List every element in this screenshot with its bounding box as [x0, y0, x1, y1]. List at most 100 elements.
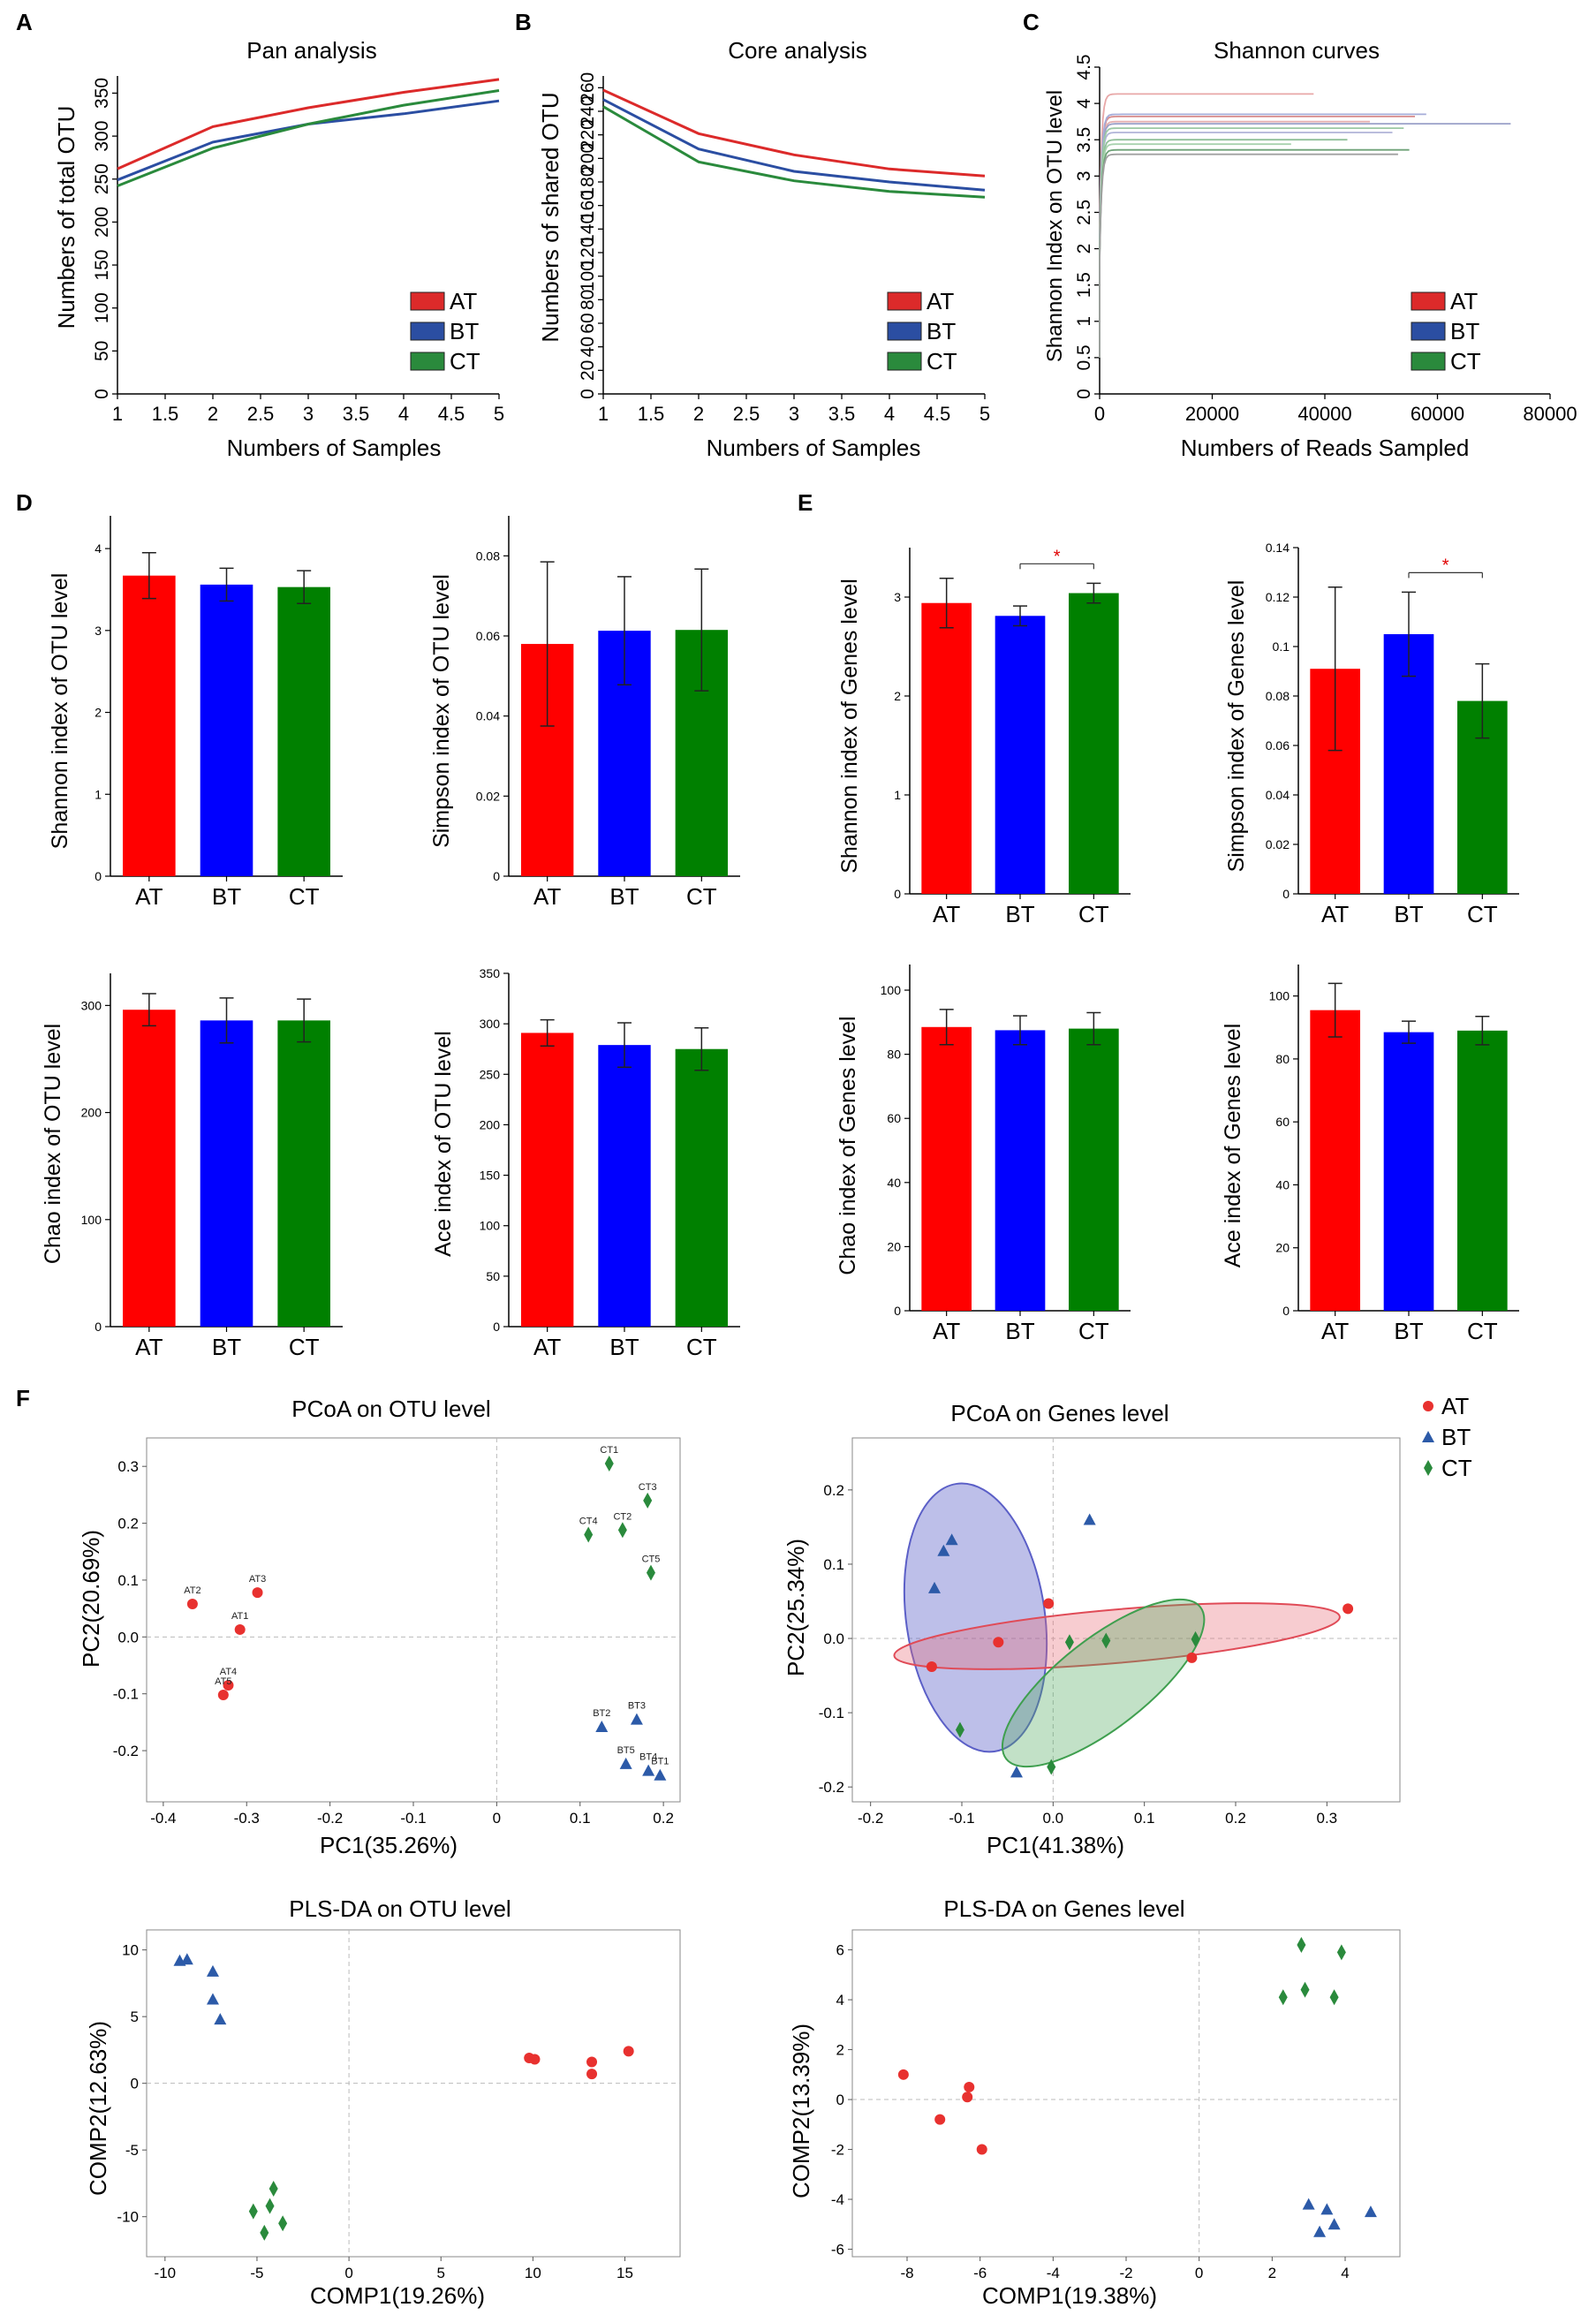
y-axis-label: Shannon index of Genes level	[837, 579, 862, 874]
legend-label: AT	[450, 288, 477, 314]
x-tick-label: 10	[525, 2265, 541, 2281]
x-axis-label: Numbers of Samples	[707, 435, 921, 461]
legend-label: BT	[927, 318, 956, 344]
point-ct	[269, 2180, 278, 2197]
bar-bt	[200, 584, 253, 876]
point-at	[186, 1598, 198, 1609]
point-ct	[1047, 1759, 1056, 1775]
bar-bt	[1383, 634, 1434, 894]
x-tick-label: 3.5	[343, 403, 370, 425]
y-tick-label: 0.5	[1074, 344, 1094, 370]
x-tick-label: AT	[1321, 1318, 1349, 1344]
confidence-ellipse-at	[893, 1602, 1341, 1670]
point-ct	[1424, 1460, 1433, 1476]
y-tick-label: 80	[887, 1048, 901, 1062]
legend-label: CT	[1450, 348, 1481, 374]
x-tick-label: 0.0	[1043, 1810, 1064, 1827]
rarefaction-curve-bt2	[1099, 113, 1426, 358]
point-at	[926, 1661, 937, 1672]
point-ct	[260, 2224, 269, 2241]
x-tick-label: -0.2	[858, 1810, 883, 1827]
x-tick-label: 15	[616, 2265, 633, 2281]
x-tick-label: BT	[1005, 1318, 1034, 1344]
chart-shannon-otu: Shannon index of OTU level 0 1 2 3 4 AT BT CT	[48, 516, 343, 910]
point-bt	[214, 2013, 227, 2025]
y-axis-label: Numbers of total OTU	[53, 106, 79, 329]
point-ct	[955, 1721, 964, 1738]
x-tick-label: 1.5	[152, 403, 179, 425]
y-tick-label: 0.2	[117, 1516, 139, 1532]
y-axis-label: Simpson index of OTU level	[429, 574, 454, 848]
y-tick-label: 6	[836, 1942, 844, 1959]
series-line-at	[117, 78, 500, 170]
x-tick-label: AT	[1321, 901, 1349, 927]
point-at	[1186, 1652, 1198, 1663]
x-axis-label: COMP1(19.38%)	[982, 2282, 1157, 2309]
point-bt	[1327, 2218, 1341, 2230]
x-tick-label: -5	[250, 2265, 263, 2281]
x-tick-label: CT	[686, 883, 717, 910]
chart-title: PLS-DA on OTU level	[289, 1895, 511, 1922]
rarefaction-curve-ct1	[1099, 127, 1404, 358]
y-tick-label: 0.06	[476, 629, 500, 643]
y-tick-label: 300	[81, 998, 102, 1012]
x-tick-label: AT	[135, 883, 163, 910]
y-tick-label: 180	[578, 166, 598, 197]
y-tick-label: 100	[881, 983, 902, 997]
y-axis-label: Numbers of shared OTU	[537, 92, 564, 342]
y-tick-label: 50	[92, 341, 112, 361]
y-tick-label: 240	[578, 95, 598, 126]
x-tick-label: 5	[437, 2265, 445, 2281]
y-tick-label: 1	[1074, 316, 1094, 327]
point-label: CT4	[579, 1516, 598, 1526]
significance-star: *	[1054, 547, 1061, 566]
point-ct	[1300, 1981, 1310, 1998]
point-ct	[1191, 1630, 1200, 1647]
y-tick-label: 0	[493, 869, 500, 883]
x-tick-label: 2.5	[247, 403, 275, 425]
y-axis-label: PC2(25.34%)	[783, 1539, 809, 1676]
point-bt	[1320, 2203, 1334, 2215]
y-tick-label: 0.12	[1266, 590, 1290, 604]
y-tick-label: 150	[92, 250, 112, 281]
x-tick-label: 2	[693, 403, 704, 425]
x-tick-label: BT	[212, 1334, 241, 1360]
bar-ct	[277, 1020, 330, 1327]
y-tick-label: 150	[480, 1169, 501, 1183]
y-tick-label: 3.5	[1074, 127, 1094, 153]
bar-ct	[1069, 593, 1119, 894]
bar-ct	[1457, 1030, 1508, 1311]
y-tick-label: 0.04	[1266, 788, 1290, 802]
point-at	[234, 1623, 246, 1635]
y-tick-label: 20	[1275, 1241, 1290, 1255]
x-tick-label: AT	[135, 1334, 163, 1360]
y-tick-label: -0.2	[819, 1779, 844, 1796]
x-tick-label: -0.1	[949, 1810, 974, 1827]
y-axis-label: Ace index of OTU level	[431, 1031, 456, 1257]
point-label: BT1	[651, 1757, 669, 1767]
x-tick-label: 40000	[1297, 403, 1351, 425]
y-tick-label: 160	[578, 190, 598, 221]
x-axis-label: PC1(35.26%)	[320, 1832, 458, 1858]
x-tick-label: CT	[289, 883, 320, 910]
point-at	[586, 2069, 598, 2080]
point-bt	[937, 1544, 950, 1556]
point-label: CT5	[642, 1555, 661, 1565]
y-tick-label: 200	[578, 143, 598, 174]
y-tick-label: 300	[480, 1017, 501, 1031]
bar-ct	[277, 586, 330, 876]
y-tick-label: 0.1	[823, 1556, 844, 1573]
x-tick-label: CT	[1078, 901, 1109, 927]
x-tick-label: CT	[1467, 901, 1498, 927]
point-label: AT3	[249, 1574, 266, 1585]
point-ct	[604, 1455, 614, 1471]
point-bt	[654, 1768, 667, 1781]
chart-plsda-otu: PLS-DA on OTU level COMP1(19.26%) COMP2(…	[85, 1895, 681, 2309]
point-at	[1343, 1603, 1354, 1615]
legend-label: CT	[1441, 1455, 1472, 1481]
chart-title: PCoA on Genes level	[950, 1400, 1169, 1426]
point-bt	[1313, 2225, 1327, 2237]
chart-simpson-otu: Simpson index of OTU level 0 0.02 0.04 0.06…	[429, 516, 740, 910]
point-label: BT2	[593, 1708, 610, 1719]
y-axis-label: Chao index of Genes level	[836, 1016, 860, 1275]
